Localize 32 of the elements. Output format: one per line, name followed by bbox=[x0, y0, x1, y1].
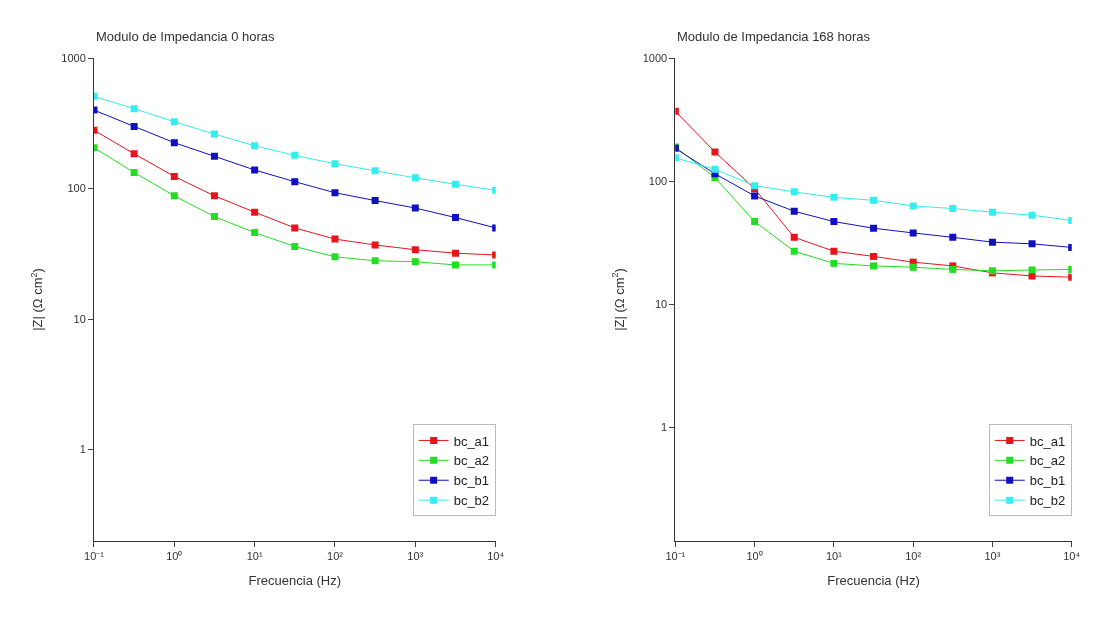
x-tick-label: 10² bbox=[905, 549, 922, 562]
y-tick-label: 1000 bbox=[61, 52, 86, 65]
legend-label: bc_b2 bbox=[453, 493, 490, 509]
chart-title: Modulo de Impedancia 168 horas bbox=[677, 29, 871, 44]
x-tick-label: 10³ bbox=[407, 549, 424, 562]
x-axis-title: Frecuencia (Hz) bbox=[827, 573, 920, 589]
y-tick-label: 1000 bbox=[642, 52, 668, 65]
y-tick-label: 10 bbox=[654, 298, 668, 311]
x-tick-label: 10⁴ bbox=[1063, 549, 1081, 562]
x-tick-label: 10¹ bbox=[246, 549, 263, 562]
y-tick-label: 100 bbox=[648, 175, 668, 188]
y-tick-label: 1 bbox=[661, 421, 668, 434]
y-tick-label: 1 bbox=[79, 443, 86, 456]
x-tick-label: 10⁴ bbox=[487, 549, 505, 562]
x-tick-label: 10⁰ bbox=[746, 549, 763, 562]
y-tick-label: 10 bbox=[73, 312, 86, 325]
x-tick-label: 10⁰ bbox=[166, 549, 183, 562]
legend-label: bc_b1 bbox=[453, 473, 490, 489]
chart-title: Modulo de Impedancia 0 horas bbox=[96, 29, 275, 44]
y-tick-label: 100 bbox=[67, 182, 86, 195]
legend-label: bc_a2 bbox=[453, 453, 490, 469]
x-tick-label: 10¹ bbox=[825, 549, 843, 562]
legend-label: bc_b1 bbox=[1029, 473, 1066, 489]
x-tick-label: 10² bbox=[327, 549, 344, 562]
x-axis-title: Frecuencia (Hz) bbox=[248, 573, 342, 589]
x-tick-label: 10⁻¹ bbox=[665, 549, 686, 562]
x-tick-label: 10⁻¹ bbox=[84, 549, 105, 562]
legend-label: bc_a2 bbox=[1029, 453, 1066, 469]
legend-label: bc_b2 bbox=[1029, 493, 1066, 509]
legend-label: bc_a1 bbox=[453, 433, 490, 449]
legend-label: bc_a1 bbox=[1029, 433, 1066, 449]
x-tick-label: 10³ bbox=[984, 549, 1001, 562]
